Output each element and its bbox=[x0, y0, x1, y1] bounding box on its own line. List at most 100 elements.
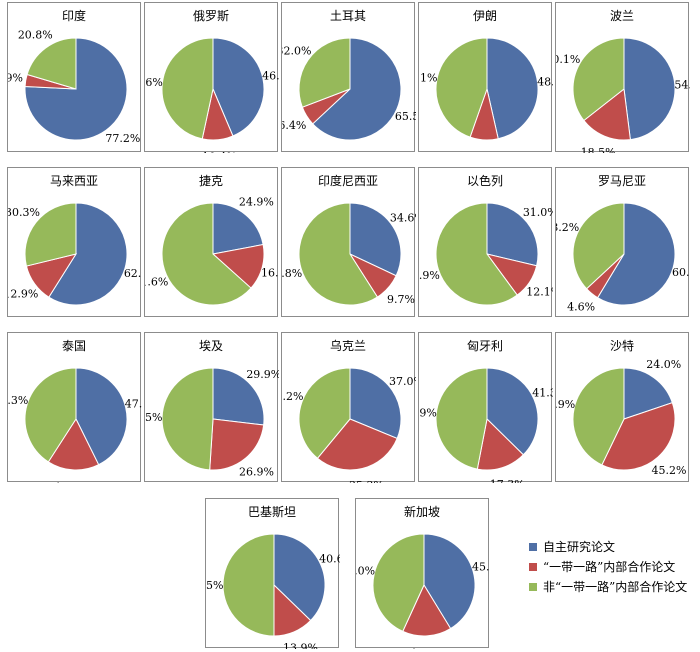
pie-data-label: 77.2% bbox=[105, 132, 140, 145]
pie-panel: 俄罗斯 46.4% 10.4% 49.6% bbox=[144, 2, 279, 153]
pie-panel: 泰国 47.3% 18.2% 45.3% bbox=[7, 332, 142, 483]
pie-slice-external-collab bbox=[298, 367, 351, 459]
pie-slice-independent bbox=[349, 367, 402, 440]
pie-panel: 匈牙利 41.3% 17.3% 51.9% bbox=[418, 332, 553, 483]
pie-slice-external-collab bbox=[24, 202, 77, 267]
pie-slice-independent bbox=[48, 202, 128, 306]
pie-data-label: 35.3% bbox=[349, 479, 384, 483]
pie-panel: 印度 77.2% 3.9% 20.8% bbox=[7, 2, 141, 152]
pie-data-label: 38.2% bbox=[556, 221, 579, 234]
legend-item-external-collab: 非“一带一路”内部合作论文 bbox=[529, 577, 687, 597]
pie-svg: 47.3% 18.2% 45.3% bbox=[8, 367, 142, 483]
pie-title: 波兰 bbox=[609, 9, 634, 23]
pie-slice-internal-collab bbox=[402, 583, 452, 637]
pie-title: 捷克 bbox=[198, 174, 223, 188]
pie-slice-independent bbox=[486, 367, 539, 456]
legend-swatch bbox=[529, 543, 537, 551]
legend-label: “一带一路”内部合作论文 bbox=[543, 560, 676, 574]
pie-data-label: 46.2% bbox=[282, 390, 303, 403]
pie-slice-external-collab bbox=[161, 202, 252, 306]
pie-panel: 印度尼西亚 34.6% 9.7% 63.8% bbox=[281, 167, 416, 317]
pie-title: 伊朗 bbox=[472, 9, 497, 23]
pie-svg: 60.7% 4.6% 38.2% bbox=[556, 202, 690, 314]
pie-panel: 伊朗 48.0% 9.2% 46.1% bbox=[418, 2, 553, 153]
pie-svg: 31.0% 12.1% 64.9% bbox=[419, 202, 553, 306]
pie-title: 印度尼西亚 bbox=[317, 174, 378, 188]
pie-slice-external-collab bbox=[298, 37, 351, 108]
pie-data-label: 63.8% bbox=[282, 267, 302, 280]
pie-slice-independent bbox=[623, 37, 676, 141]
pie-data-label: 17.3% bbox=[490, 478, 525, 483]
pie-slice-internal-collab bbox=[316, 418, 398, 471]
pie-data-label: 45.9% bbox=[472, 561, 490, 574]
pie-data-label: 40.6% bbox=[319, 553, 340, 566]
pie-title: 乌克兰 bbox=[329, 339, 366, 353]
pie-slice-independent bbox=[212, 367, 265, 426]
pie-data-label: 54.5% bbox=[145, 411, 162, 424]
pie-data-label: 16.5% bbox=[261, 266, 279, 279]
pie-svg: 40.6% 13.9% 54.5% bbox=[206, 533, 340, 649]
pie-data-label: 31.0% bbox=[523, 206, 553, 219]
pie-title: 匈牙利 bbox=[466, 339, 503, 353]
pie-slice-independent bbox=[349, 202, 402, 277]
pie-svg: 37.0% 35.3% 46.2% bbox=[282, 367, 416, 483]
pie-svg: 41.3% 17.3% 51.9% bbox=[419, 367, 553, 483]
pie-title: 马来西亚 bbox=[49, 174, 98, 188]
legend-label: 自主研究论文 bbox=[543, 540, 616, 554]
pie-title: 埃及 bbox=[198, 339, 223, 353]
pie-slice-internal-collab bbox=[583, 88, 631, 141]
pie-title: 新加坡 bbox=[403, 505, 440, 519]
pie-panel: 捷克 24.9% 16.5% 71.6% bbox=[144, 167, 279, 317]
pie-data-label: 40.1% bbox=[556, 53, 580, 66]
legend-item-independent: 自主研究论文 bbox=[529, 537, 687, 557]
pie-slice-external-collab bbox=[435, 37, 488, 138]
pie-slice-independent bbox=[212, 202, 264, 255]
pie-slice-external-collab bbox=[24, 367, 77, 463]
pie-svg: 48.0% 9.2% 46.1% bbox=[419, 37, 553, 153]
pie-slice-independent bbox=[75, 367, 128, 466]
pie-slice-external-collab bbox=[298, 202, 379, 306]
pie-data-label: 46.1% bbox=[419, 72, 437, 85]
pie-panel: 波兰 54.1% 18.5% 40.1% bbox=[555, 2, 690, 153]
pie-svg: 77.2% 3.9% 20.8% bbox=[8, 29, 140, 146]
legend: 自主研究论文 “一带一路”内部合作论文 非“一带一路”内部合作论文 bbox=[529, 537, 687, 597]
pie-svg: 54.1% 18.5% 40.1% bbox=[556, 37, 690, 153]
pie-data-label: 54.5% bbox=[206, 579, 223, 592]
pie-svg: 45.9% 17.3% 48.0% bbox=[356, 533, 490, 649]
pie-slice-external-collab bbox=[161, 367, 214, 471]
pie-panel: 罗马尼亚 60.7% 4.6% 38.2% bbox=[555, 167, 690, 317]
pie-data-label: 37.0% bbox=[389, 375, 416, 388]
pie-data-label: 47.3% bbox=[125, 398, 142, 411]
pie-svg: 24.9% 16.5% 71.6% bbox=[145, 196, 279, 306]
pie-slice-external-collab bbox=[572, 202, 625, 290]
pie-panel: 新加坡 45.9% 17.3% 48.0% bbox=[355, 498, 490, 649]
pie-data-label: 30.3% bbox=[8, 206, 40, 219]
pie-data-label: 46.4% bbox=[262, 69, 279, 82]
legend-label: 非“一带一路”内部合作论文 bbox=[543, 580, 688, 594]
pie-slice-external-collab bbox=[572, 37, 625, 122]
pie-data-label: 3.9% bbox=[8, 72, 23, 85]
pie-slice-independent bbox=[312, 37, 402, 141]
pie-data-label: 49.6% bbox=[145, 76, 163, 89]
legend-swatch bbox=[529, 583, 537, 591]
pie-title: 巴基斯坦 bbox=[247, 505, 296, 519]
pie-data-label: 51.9% bbox=[419, 407, 437, 420]
pie-data-label: 60.7% bbox=[672, 266, 690, 279]
pie-svg: 62.0% 12.9% 30.3% bbox=[8, 202, 142, 306]
pie-slice-independent bbox=[423, 533, 476, 630]
pie-data-label: 29.9% bbox=[246, 368, 279, 381]
pie-data-label: 24.0% bbox=[646, 358, 681, 371]
pie-slice-internal-collab bbox=[476, 417, 525, 471]
pie-data-label: 32.0% bbox=[282, 44, 311, 57]
pie-title: 印度 bbox=[61, 9, 86, 23]
pie-data-label: 54.1% bbox=[674, 79, 690, 92]
pie-data-label: 17.3% bbox=[411, 647, 446, 649]
pie-data-label: 24.9% bbox=[239, 196, 274, 209]
pie-title: 泰国 bbox=[61, 339, 86, 353]
pie-panel: 马来西亚 62.0% 12.9% 30.3% bbox=[7, 167, 142, 317]
pie-title: 沙特 bbox=[609, 339, 634, 353]
pie-slice-internal-collab bbox=[47, 417, 100, 471]
pie-slice-independent bbox=[486, 202, 539, 267]
pie-data-label: 41.3% bbox=[532, 387, 553, 400]
pie-svg: 24.0% 45.2% 51.9% bbox=[556, 358, 686, 477]
